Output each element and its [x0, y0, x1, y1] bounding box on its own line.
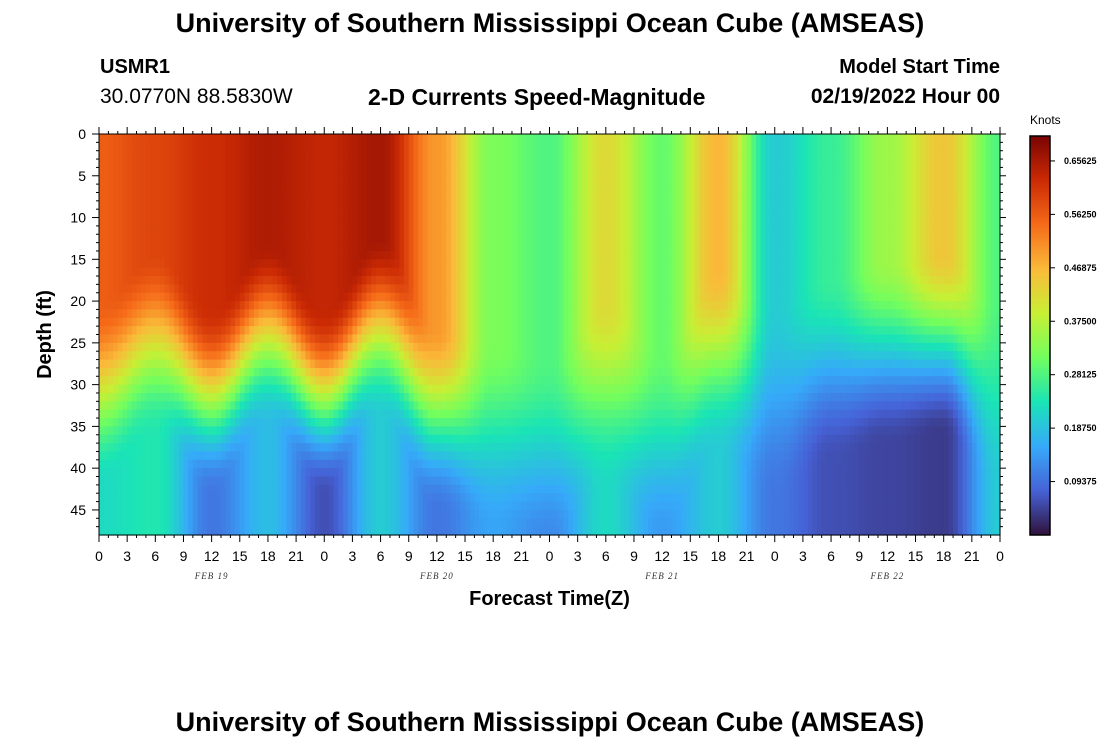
x-tick-label: 3	[123, 548, 131, 564]
y-tick-label: 30	[70, 377, 86, 393]
footer-title: University of Southern Mississippi Ocean…	[175, 707, 925, 737]
x-tick-label: 0	[996, 548, 1004, 564]
chart-main-title: University of Southern Mississippi Ocean…	[175, 8, 925, 38]
y-axis: 0 5 10 15 20 25 30 35 40 45	[70, 126, 1006, 528]
x-tick-label: 3	[574, 548, 582, 564]
x-tick-label: 0	[546, 548, 554, 564]
station-id: USMR1	[100, 56, 171, 78]
x-tick-label: 3	[799, 548, 807, 564]
x-tick-label: 15	[682, 548, 698, 564]
y-tick-label: 15	[70, 251, 86, 267]
colorbar-tick-label: 0.37500	[1064, 316, 1097, 326]
heatmap-cells	[99, 134, 1001, 536]
x-tick-label: 15	[457, 548, 473, 564]
y-tick-label: 25	[70, 335, 86, 351]
colorbar-tick-label: 0.46875	[1064, 263, 1097, 273]
date-label: FEB 19	[194, 571, 229, 581]
x-tick-label: 3	[349, 548, 357, 564]
x-tick-label: 0	[95, 548, 103, 564]
y-tick-label: 35	[70, 418, 86, 434]
x-tick-label: 12	[429, 548, 445, 564]
colorbar-tick-label: 0.65625	[1064, 156, 1097, 166]
colorbar-tick-label: 0.56250	[1064, 209, 1097, 219]
x-tick-label: 21	[514, 548, 530, 564]
x-tick-label: 0	[771, 548, 779, 564]
model-start-value: 02/19/2022 Hour 00	[810, 85, 1000, 108]
x-tick-label: 0	[320, 548, 328, 564]
x-tick-label: 21	[288, 548, 304, 564]
x-tick-label: 9	[180, 548, 188, 564]
y-axis-title: Depth (ft)	[34, 290, 56, 379]
colorbar-unit-label: Knots	[1030, 113, 1061, 127]
y-tick-label: 40	[70, 460, 86, 476]
colorbar-tick-label: 0.09375	[1064, 477, 1097, 487]
x-tick-label: 6	[151, 548, 159, 564]
x-tick-label: 12	[880, 548, 896, 564]
x-tick-label: 12	[654, 548, 670, 564]
y-tick-label: 10	[70, 210, 86, 226]
x-tick-label: 15	[908, 548, 924, 564]
colorbar-gradient	[1029, 135, 1051, 536]
x-tick-label: 18	[485, 548, 501, 564]
x-tick-label: 18	[711, 548, 727, 564]
y-tick-label: 20	[70, 293, 86, 309]
y-tick-label: 45	[70, 502, 86, 518]
x-tick-label: 21	[739, 548, 755, 564]
x-tick-label: 9	[855, 548, 863, 564]
chart-subtitle: 2-D Currents Speed-Magnitude	[368, 84, 706, 110]
x-tick-label: 6	[602, 548, 610, 564]
x-tick-label: 21	[964, 548, 980, 564]
station-coordinates: 30.0770N 88.5830W	[100, 85, 293, 108]
colorbar: 0.65625 0.56250 0.46875 0.37500 0.28125 0.187…	[1029, 135, 1097, 536]
x-tick-label: 15	[232, 548, 248, 564]
date-label: FEB 20	[419, 571, 454, 581]
x-tick-label: 9	[405, 548, 413, 564]
y-tick-label: 0	[78, 126, 86, 142]
x-tick-label: 12	[204, 548, 220, 564]
x-tick-label: 18	[260, 548, 276, 564]
colorbar-tick-label: 0.18750	[1064, 423, 1097, 433]
date-label: FEB 21	[644, 571, 679, 581]
x-axis: 0 3 6 9 12 15 18 21 0 3 6 9 12 15 18 21 0 3 6 9 12 15 18 21 0 3 6 9…	[95, 127, 1004, 581]
x-tick-label: 9	[630, 548, 638, 564]
date-label: FEB 22	[870, 571, 905, 581]
x-tick-label: 18	[936, 548, 952, 564]
y-tick-label: 5	[78, 168, 86, 184]
x-tick-label: 6	[827, 548, 835, 564]
x-axis-title: Forecast Time(Z)	[469, 588, 630, 610]
x-tick-label: 6	[377, 548, 385, 564]
model-start-label: Model Start Time	[839, 56, 1000, 78]
colorbar-tick-label: 0.28125	[1064, 370, 1097, 380]
